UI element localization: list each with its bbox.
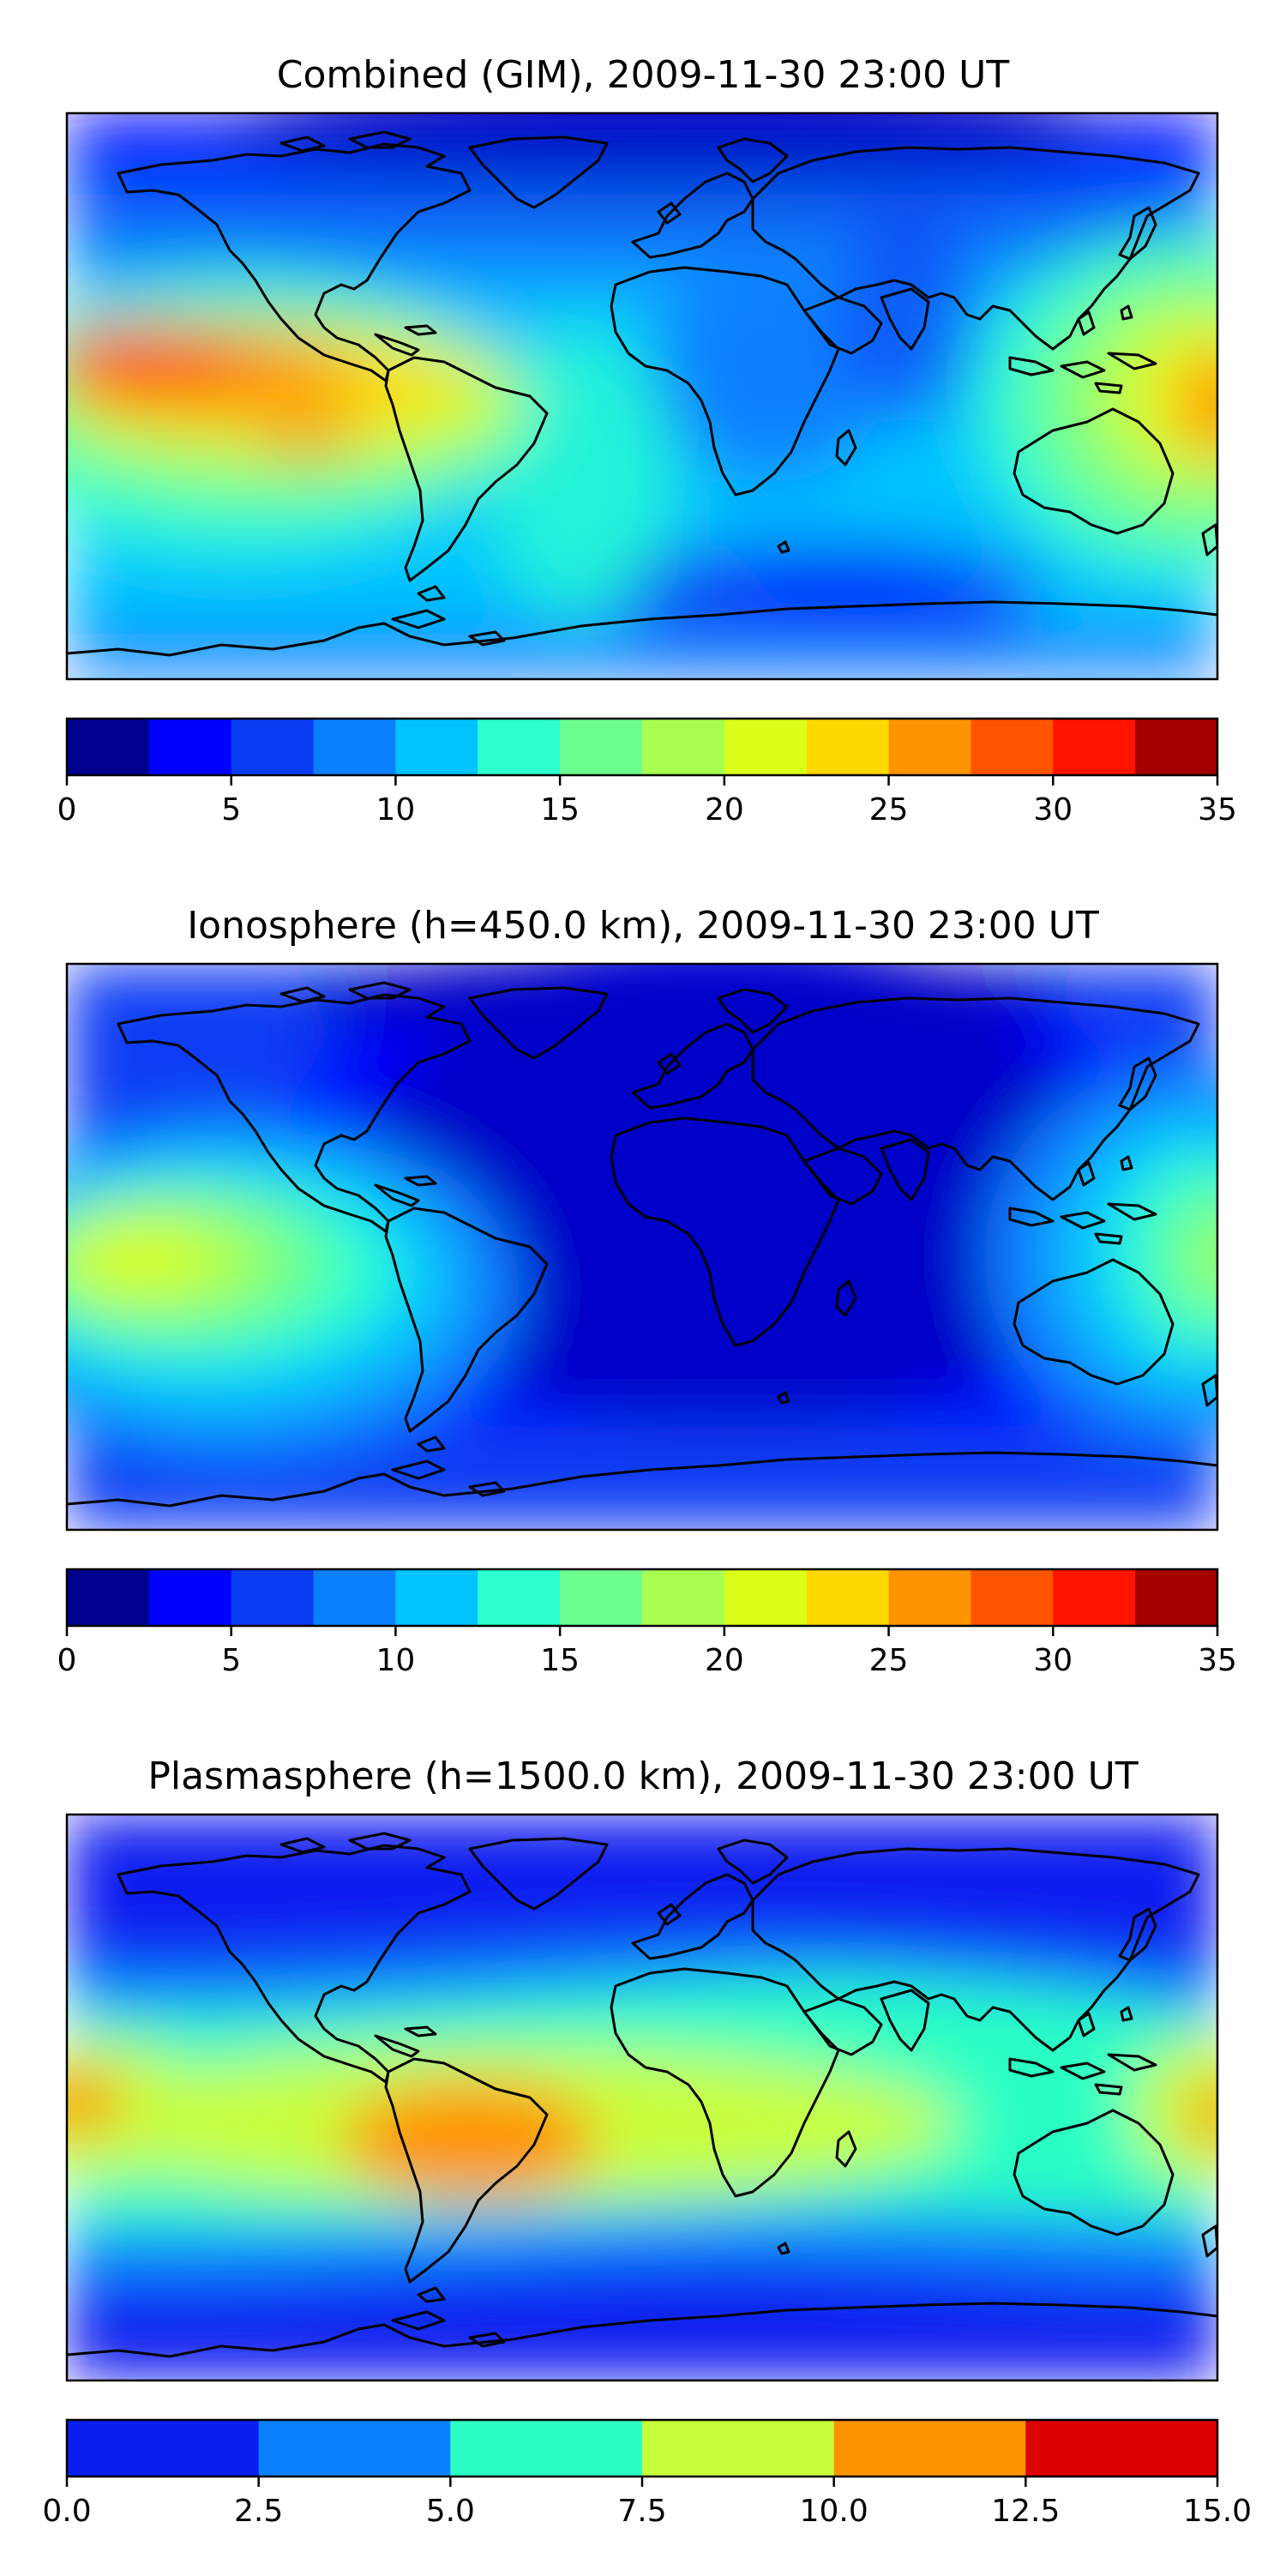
colorbar-segment-combined xyxy=(1053,719,1136,775)
map-frame-ionosphere xyxy=(65,962,1219,1532)
colorbar-tick-label-ionosphere: 35 xyxy=(1198,1643,1237,1678)
colorbar-tick-label-combined: 25 xyxy=(869,792,909,828)
colorbar-tick-label-ionosphere: 20 xyxy=(705,1643,744,1678)
map-frame-combined xyxy=(65,111,1219,681)
colorbar-segment-ionosphere xyxy=(724,1569,808,1626)
panel-title-plasmasphere: Plasmasphere (h=1500.0 km), 2009-11-30 2… xyxy=(147,1754,1139,1798)
colorbar-segment-ionosphere xyxy=(395,1569,478,1626)
colorbar-tick-label-ionosphere: 10 xyxy=(376,1643,416,1678)
colorbar-frame-ionosphere xyxy=(65,1568,1219,1628)
colorbar-segment-ionosphere xyxy=(1135,1569,1218,1626)
colorbar-tick-label-combined: 10 xyxy=(376,792,416,828)
colorbar-tick-label-plasmasphere: 0.0 xyxy=(42,2494,91,2529)
panel-title-combined: Combined (GIM), 2009-11-30 23:00 UT xyxy=(276,53,1010,97)
colorbar-segment-combined xyxy=(888,719,972,775)
colorbar-segment-ionosphere xyxy=(1053,1569,1136,1626)
colorbar-segment-ionosphere xyxy=(148,1569,232,1626)
colorbar-tick-label-plasmasphere: 5.0 xyxy=(426,2494,475,2529)
colorbar-segment-combined xyxy=(560,719,643,775)
colorbar-segment-plasmasphere xyxy=(642,2420,835,2477)
map-ionosphere xyxy=(67,964,1217,1530)
colorbar-tick-label-combined: 20 xyxy=(705,792,744,828)
colorbar-tick-label-ionosphere: 15 xyxy=(540,1643,580,1678)
panel-title-ionosphere: Ionosphere (h=450.0 km), 2009-11-30 23:0… xyxy=(187,904,1099,948)
colorbar-tick-label-combined: 0 xyxy=(57,792,77,828)
colorbar-segment-combined xyxy=(1135,719,1218,775)
map-plasmasphere xyxy=(67,1815,1217,2380)
colorbar-segment-combined xyxy=(724,719,808,775)
colorbar-tick-label-plasmasphere: 15.0 xyxy=(1183,2494,1252,2529)
colorbar-segment-ionosphere xyxy=(888,1569,972,1626)
colorbar-segment-combined xyxy=(478,719,561,775)
colorbar-segment-combined xyxy=(148,719,232,775)
field-plasmasphere xyxy=(67,1815,1217,2380)
colorbar-tick-label-plasmasphere: 10.0 xyxy=(800,2494,868,2529)
colorbar-segment-ionosphere xyxy=(806,1569,890,1626)
field-ionosphere xyxy=(67,964,1217,1530)
colorbar-tick-label-combined: 35 xyxy=(1198,792,1237,828)
colorbar-segment-ionosphere xyxy=(231,1569,315,1626)
map-frame-plasmasphere xyxy=(65,1813,1219,2382)
colorbar-tick-label-plasmasphere: 2.5 xyxy=(234,2494,283,2529)
colorbar-tick-label-combined: 30 xyxy=(1033,792,1073,828)
colorbar-tick-label-ionosphere: 0 xyxy=(57,1643,77,1678)
colorbar-segment-ionosphere xyxy=(478,1569,561,1626)
colorbar-segment-ionosphere xyxy=(67,1569,150,1626)
colorbar-tick-label-ionosphere: 5 xyxy=(221,1643,241,1678)
colorbar-tick-label-plasmasphere: 7.5 xyxy=(617,2494,666,2529)
colorbar-tick-label-plasmasphere: 12.5 xyxy=(991,2494,1060,2529)
colorbar-segment-plasmasphere xyxy=(833,2420,1026,2477)
colorbar-segment-ionosphere xyxy=(971,1569,1054,1626)
colorbar-segment-plasmasphere xyxy=(450,2420,643,2477)
colorbar-tick-label-combined: 15 xyxy=(540,792,580,828)
colorbar-segment-combined xyxy=(231,719,315,775)
colorbar-tick-label-combined: 5 xyxy=(221,792,241,828)
colorbar-segment-combined xyxy=(642,719,725,775)
colorbar-segment-plasmasphere xyxy=(67,2420,260,2477)
colorbar-segment-combined xyxy=(806,719,890,775)
colorbar-segment-plasmasphere xyxy=(258,2420,451,2477)
map-combined xyxy=(67,113,1217,679)
colorbar-segment-ionosphere xyxy=(313,1569,397,1626)
colorbar-segment-combined xyxy=(67,719,150,775)
colorbar-frame-combined xyxy=(65,717,1219,777)
colorbar-segment-ionosphere xyxy=(642,1569,725,1626)
colorbar-tick-label-ionosphere: 30 xyxy=(1033,1643,1073,1678)
colorbar-segment-combined xyxy=(395,719,478,775)
colorbar-segment-combined xyxy=(971,719,1054,775)
colorbar-tick-label-ionosphere: 25 xyxy=(869,1643,909,1678)
colorbar-segment-combined xyxy=(313,719,397,775)
colorbar-segment-ionosphere xyxy=(560,1569,643,1626)
colorbar-segment-plasmasphere xyxy=(1025,2420,1218,2477)
